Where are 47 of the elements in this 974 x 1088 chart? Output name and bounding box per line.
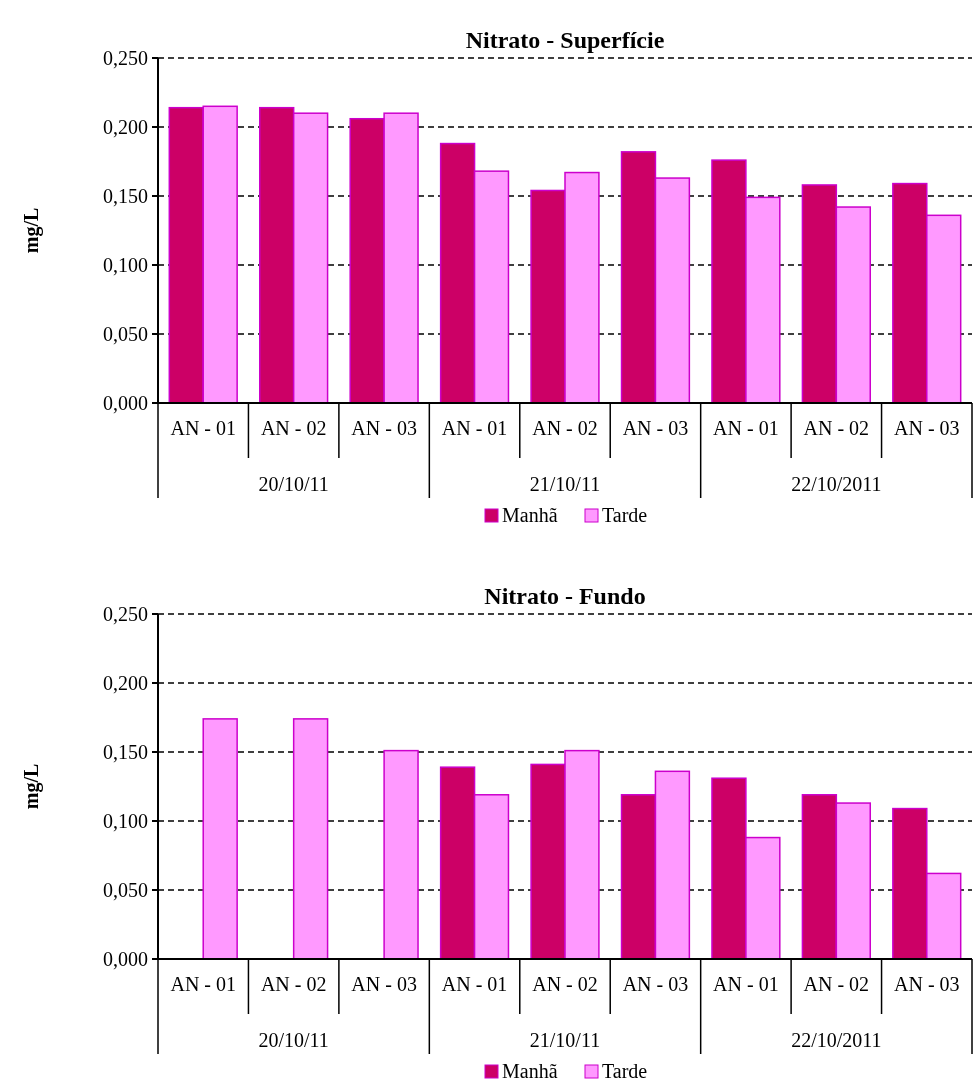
y-tick-label: 0,100 [103, 254, 148, 276]
x-tick-label: AN - 02 [803, 973, 870, 995]
x-tick-label: AN - 02 [532, 973, 598, 995]
legend-label: Manhã [502, 504, 558, 526]
chart-title: Nitrato - Superfície [465, 27, 665, 53]
text: 20/10/11 [258, 473, 329, 495]
text: 21/10/11 [529, 1029, 601, 1051]
x-tick-label: AN - 02 [803, 417, 870, 439]
x-tick-label: AN - 02 [260, 973, 327, 995]
chart-title: Nitrato - Fundo [484, 583, 646, 609]
legend-label: Manhã [502, 1060, 558, 1082]
legend-label: Tarde [602, 1060, 648, 1082]
y-axis-title: mg/L [20, 763, 43, 810]
x-tick-label: AN - 03 [351, 417, 417, 439]
x-tick-label: AN - 01 [441, 417, 508, 439]
x-tick-label: AN - 02 [532, 417, 598, 439]
x-tick-label: AN - 03 [622, 417, 689, 439]
bar [292, 718, 329, 960]
x-tick-label: AN - 02 [260, 417, 327, 439]
x-tick-label: AN - 01 [441, 973, 508, 995]
legend-label: Tarde [602, 504, 648, 526]
text: 22/10/2011 [791, 473, 882, 495]
bar [383, 749, 419, 960]
x-tick-label: AN - 03 [351, 973, 417, 995]
y-tick-label: 0,150 [103, 741, 148, 763]
x-tick-label: AN - 03 [894, 417, 960, 439]
text: 21/10/11 [529, 473, 601, 495]
x-tick-label: AN - 03 [622, 973, 689, 995]
text: 22/10/2011 [791, 1029, 882, 1051]
x-tick-label: AN - 01 [713, 417, 779, 439]
y-tick-label: 0,200 [103, 116, 148, 138]
x-tick-label: AN - 01 [170, 417, 236, 439]
y-tick-label: 0,000 [103, 948, 148, 970]
x-tick-label: AN - 01 [170, 973, 236, 995]
x-tick-label: AN - 01 [713, 973, 779, 995]
y-tick-label: 0,150 [103, 185, 148, 207]
x-tick-label: AN - 03 [894, 973, 960, 995]
y-tick-label: 0,100 [103, 810, 148, 832]
y-tick-label: 0,250 [103, 603, 148, 625]
y-tick-label: 0,250 [103, 47, 148, 69]
y-tick-label: 0,200 [103, 672, 148, 694]
y-tick-label: 0,050 [103, 323, 148, 345]
bar [202, 718, 238, 960]
y-tick-label: 0,000 [103, 392, 148, 414]
y-tick-label: 0,050 [103, 879, 148, 901]
y-axis-title: mg/L [20, 207, 43, 254]
text: 20/10/11 [258, 1029, 329, 1051]
